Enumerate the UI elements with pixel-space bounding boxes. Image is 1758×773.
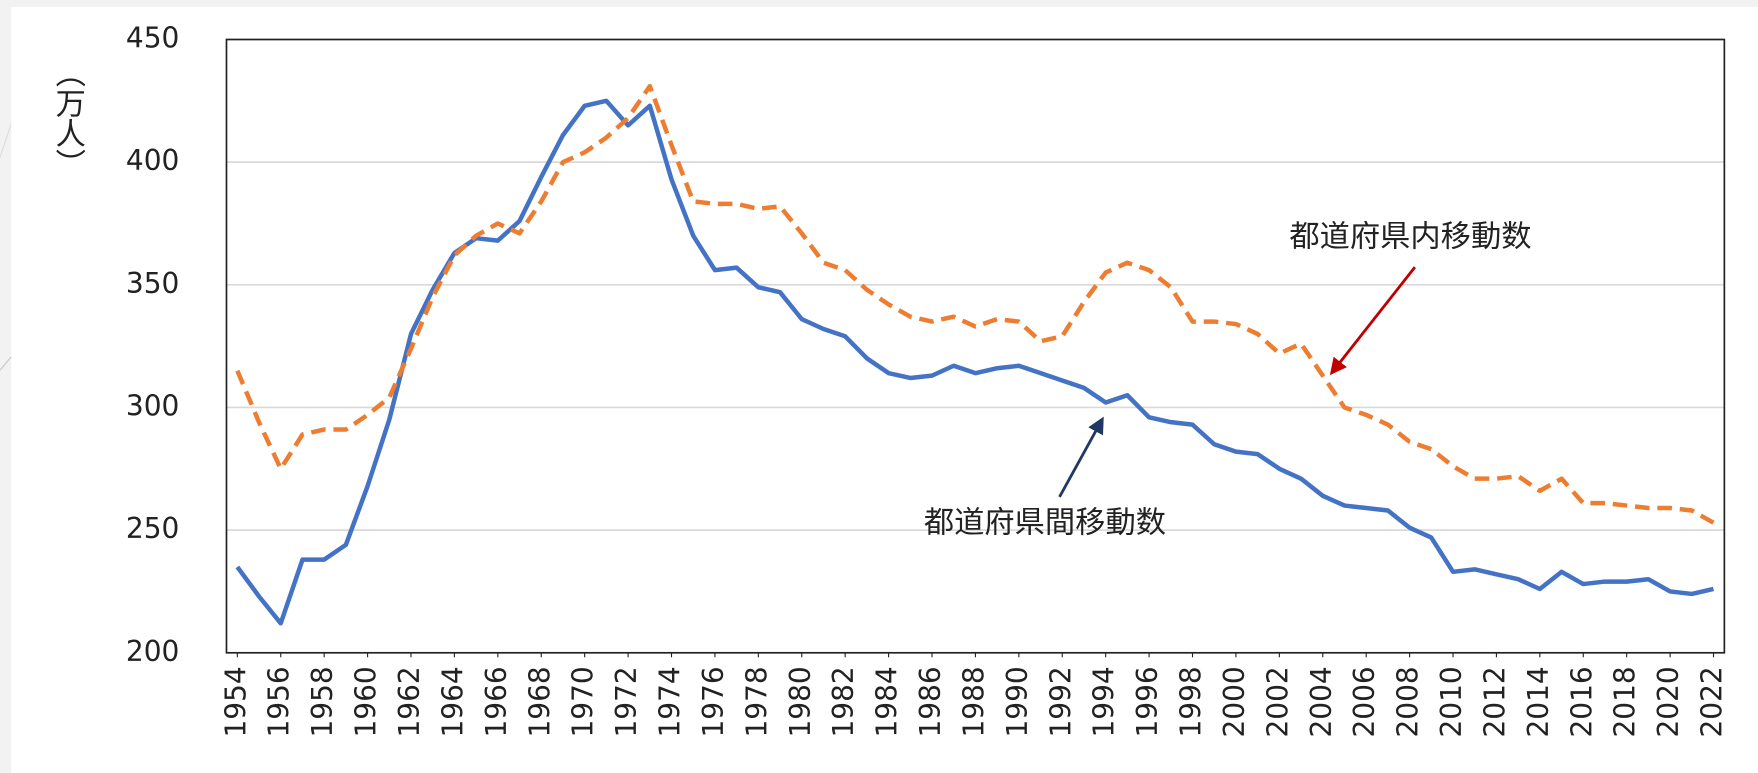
x-tick-label: 1976 — [697, 666, 730, 737]
x-tick-label: 1984 — [871, 666, 904, 737]
x-tick-label: 1960 — [350, 666, 383, 737]
x-tick-label: 1988 — [957, 666, 990, 737]
plot — [235, 83, 1715, 626]
x-tick-label: 2002 — [1261, 666, 1294, 737]
x-tick-label: 2000 — [1218, 666, 1251, 737]
x-tick-label: 1992 — [1044, 666, 1077, 737]
series-line — [235, 83, 1715, 525]
chart-area — [11, 6, 1758, 773]
x-tick-label: 2022 — [1696, 666, 1729, 737]
x-tick-label: 1990 — [1001, 666, 1034, 737]
x-tick-label: 2008 — [1392, 666, 1425, 737]
x-tick-label: 1964 — [436, 666, 469, 737]
x-tick-label: 2018 — [1609, 666, 1642, 737]
y-tick-label: 450 — [126, 21, 179, 54]
x-tick-label: 2006 — [1348, 666, 1381, 737]
x-tick-label: 1998 — [1175, 666, 1208, 737]
x-tick-label: 1958 — [306, 666, 339, 737]
y-tick-label: 400 — [126, 144, 179, 177]
x-tick-label: 2016 — [1565, 666, 1598, 737]
y-tick-label: 300 — [126, 389, 179, 422]
y-tick-label: 250 — [126, 512, 179, 545]
y-tick-label: 200 — [126, 635, 179, 668]
x-tick-label: 2012 — [1478, 666, 1511, 737]
x-tick-label: 2010 — [1435, 666, 1468, 737]
decor-line — [0, 356, 12, 371]
x-tick-label: 1956 — [263, 666, 296, 737]
annotation-arrow — [1329, 266, 1417, 376]
x-tick-label: 1970 — [567, 666, 600, 737]
x-tick-label: 1986 — [914, 666, 947, 737]
x-tick-label: 2004 — [1305, 666, 1338, 737]
x-tick-label: 1996 — [1131, 666, 1164, 737]
x-tick-label: 2014 — [1522, 666, 1555, 737]
x-tick-label: 1974 — [654, 666, 687, 737]
y-axis-label: （万人） — [50, 57, 86, 178]
series-line — [235, 98, 1714, 626]
x-tick-label: 1972 — [610, 666, 643, 737]
x-tick-label: 1962 — [393, 666, 426, 737]
series-annotation: 都道府県内移動数 — [1289, 219, 1531, 254]
x-tick-label: 1980 — [784, 666, 817, 737]
x-tick-label: 1982 — [827, 666, 860, 737]
annotation-arrow — [1058, 416, 1104, 498]
x-tick-label: 1968 — [523, 666, 556, 737]
series-annotation: 都道府県間移動数 — [924, 505, 1166, 540]
x-tick-label: 1954 — [219, 666, 252, 737]
x-tick-label: 2020 — [1652, 666, 1685, 737]
x-tick-label: 1994 — [1088, 666, 1121, 737]
x-tick-label: 1978 — [740, 666, 773, 737]
x-tick-label: 1966 — [480, 666, 513, 737]
y-tick-label: 350 — [126, 267, 179, 300]
